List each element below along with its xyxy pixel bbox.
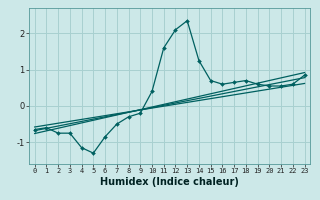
X-axis label: Humidex (Indice chaleur): Humidex (Indice chaleur) [100,177,239,187]
